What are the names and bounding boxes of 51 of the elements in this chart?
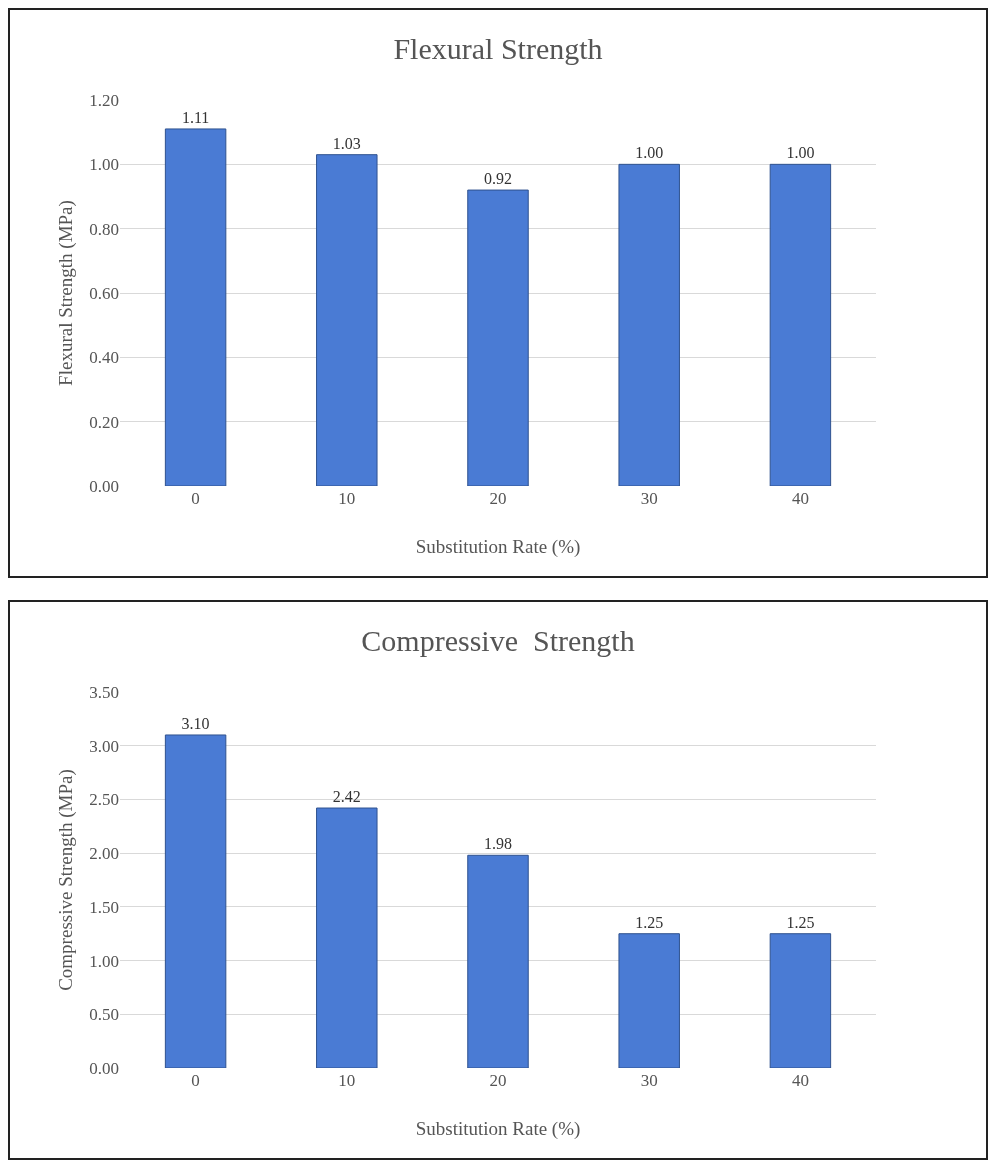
data-label: 3.10 [181, 714, 210, 732]
x-tick-label: 0 [191, 1071, 200, 1090]
bar [164, 128, 227, 486]
y-tick-label: 2.00 [89, 844, 119, 864]
bar [467, 854, 529, 1068]
x-tick-label: 20 [489, 1071, 507, 1090]
x-tick-label: 30 [640, 489, 658, 508]
chart-title: Compressive Strength [361, 623, 635, 657]
bar [618, 163, 680, 486]
data-label: 1.03 [332, 134, 361, 152]
y-axis-title: Compressive Strength (MPa) [55, 769, 77, 991]
y-tick-label: 0.80 [89, 219, 119, 239]
y-tick-label: 0.00 [89, 1058, 119, 1078]
y-tick-label: 0.50 [89, 1005, 119, 1025]
y-tick-label: 1.50 [89, 897, 119, 917]
x-axis-title: Substitution Rate (%) [415, 1118, 581, 1140]
bar [316, 807, 378, 1068]
y-tick-label: 0.20 [89, 412, 119, 432]
data-label: 1.11 [181, 108, 210, 126]
y-tick-label: 1.00 [89, 155, 119, 175]
bar [618, 933, 680, 1068]
y-tick-label: 1.00 [89, 951, 119, 971]
x-tick-label: 40 [791, 1071, 809, 1090]
bar [467, 189, 529, 486]
y-tick-label: 0.60 [89, 283, 119, 303]
y-tick-label: 3.00 [89, 736, 119, 756]
data-label: 0.92 [484, 170, 512, 188]
bar [769, 163, 832, 486]
x-tick-label: 0 [191, 489, 200, 508]
x-tick-label: 20 [489, 489, 507, 508]
y-tick-label: 1.20 [89, 90, 119, 110]
y-tick-label: 0.00 [89, 476, 119, 496]
x-tick-label: 10 [338, 489, 356, 508]
data-label: 1.00 [635, 144, 664, 162]
x-axis-title: Substitution Rate (%) [415, 536, 581, 558]
chart-title: Flexural Strength [393, 32, 603, 66]
bar [769, 933, 832, 1068]
y-tick-label: 3.50 [89, 682, 119, 702]
y-tick-label: 0.40 [89, 348, 119, 368]
x-tick-label: 40 [791, 489, 809, 508]
bar [316, 154, 378, 486]
y-axis-title: Flexural Strength (MPa) [55, 200, 77, 386]
data-label: 2.42 [332, 788, 361, 806]
y-tick-label: 2.50 [89, 790, 119, 810]
bar [164, 734, 227, 1068]
data-label: 1.25 [635, 913, 664, 931]
x-tick-label: 30 [640, 1071, 658, 1090]
data-label: 1.25 [786, 913, 815, 931]
x-tick-label: 10 [338, 1071, 356, 1090]
data-label: 1.00 [786, 144, 815, 162]
data-label: 1.98 [484, 835, 512, 853]
